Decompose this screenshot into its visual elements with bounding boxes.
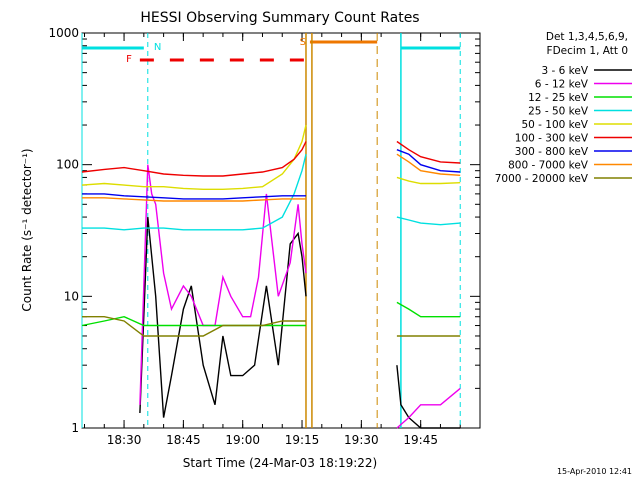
- series-line: [82, 149, 461, 200]
- x-tick-label: 18:45: [166, 433, 201, 447]
- x-tick-label: 19:15: [285, 433, 320, 447]
- x-tick-label: 19:00: [225, 433, 260, 447]
- y-tick-label: 10: [64, 289, 79, 303]
- series-line: [81, 124, 461, 190]
- y-tick-label: 1: [71, 421, 79, 435]
- legend-entry-label: 50 - 100 keV: [521, 119, 588, 131]
- series-line: [81, 140, 461, 177]
- series-line: [82, 154, 461, 231]
- series-line: [81, 301, 461, 327]
- x-axis-label: Start Time (24-Mar-03 18:19:22): [183, 456, 377, 470]
- series-line: [139, 217, 461, 429]
- legend-entry-label: 3 - 6 keV: [541, 65, 588, 77]
- flare-flag-label: F: [126, 54, 132, 65]
- legend-header-line-2: FDecim 1, Att 0: [547, 45, 628, 57]
- chart-title: HESSI Observing Summary Count Rates: [140, 10, 419, 26]
- x-tick-label: 19:45: [403, 433, 438, 447]
- footer-timestamp: 15-Apr-2010 12:41: [557, 467, 632, 476]
- legend-entry-label: 6 - 12 keV: [535, 79, 589, 91]
- flag-layer: N F S: [81, 33, 461, 428]
- series-line: [82, 153, 461, 202]
- series-line: [139, 164, 461, 429]
- x-tick-label: 18:30: [107, 433, 142, 447]
- night-flag-label: N: [154, 42, 161, 53]
- series-layer: [81, 124, 461, 429]
- legend-entry-label: 12 - 25 keV: [528, 92, 589, 104]
- axes-ticks: 18:30 18:45 19:00 19:15 19:30 19:45 1 10 100 1000: [48, 26, 481, 447]
- legend-entry-label: 100 - 300 keV: [515, 133, 589, 145]
- series-line: [82, 316, 461, 337]
- saa-flag-label: S: [300, 37, 306, 48]
- y-tick-label: 1000: [48, 26, 79, 40]
- x-tick-label: 19:30: [344, 433, 379, 447]
- legend-entry-label: 7000 - 20000 keV: [495, 173, 589, 185]
- y-tick-label: 100: [56, 158, 79, 172]
- y-axis-label: Count Rate (s⁻¹ detector⁻¹): [20, 148, 34, 311]
- legend-entry-label: 300 - 800 keV: [515, 146, 589, 158]
- legend-entry-label: 800 - 7000 keV: [508, 160, 589, 172]
- legend-header-line-1: Det 1,3,4,5,6,9,: [546, 31, 628, 43]
- legend-entry-label: 25 - 50 keV: [528, 106, 589, 118]
